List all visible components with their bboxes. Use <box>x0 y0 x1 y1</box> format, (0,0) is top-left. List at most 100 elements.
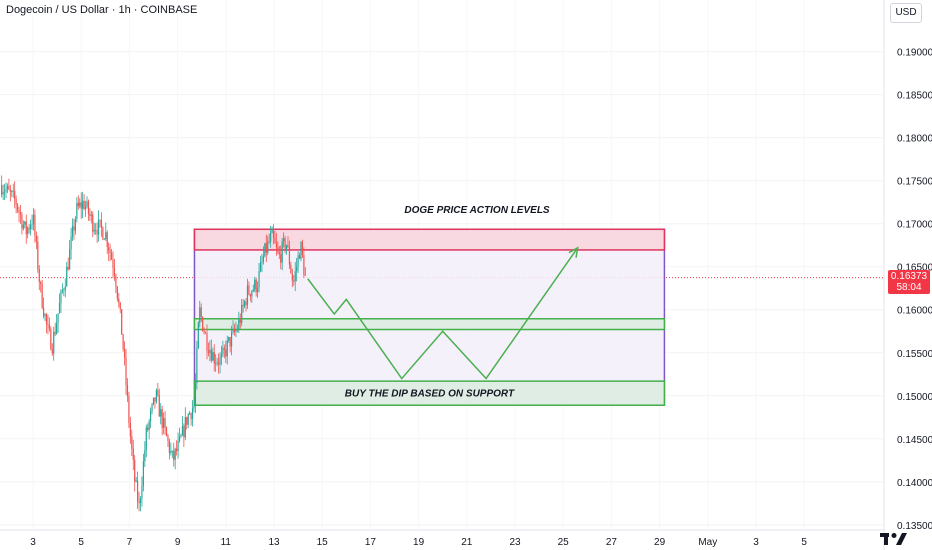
candle-body <box>177 440 179 452</box>
candle-body <box>11 191 13 192</box>
candle-body <box>15 198 17 205</box>
top-annotation-label: DOGE PRICE ACTION LEVELS <box>404 205 550 216</box>
candle-body <box>29 225 32 230</box>
candle-body <box>158 395 160 417</box>
candle-body <box>136 480 139 502</box>
candle-body <box>163 418 165 428</box>
candle-body <box>87 201 90 214</box>
projected-price-path[interactable] <box>307 247 579 380</box>
price-tick-label: 0.15000 <box>897 392 932 403</box>
candle-body <box>135 480 137 482</box>
candle-body <box>56 323 58 334</box>
time-tick-label: 13 <box>268 537 280 548</box>
time-tick-label: 23 <box>509 537 521 548</box>
candle-body <box>232 328 234 333</box>
candle-body <box>212 352 214 361</box>
candle-body <box>70 236 72 250</box>
tradingview-logo[interactable] <box>880 532 908 549</box>
candle-body <box>47 323 49 326</box>
candle-body <box>138 501 140 504</box>
time-tick-label: 27 <box>606 537 618 548</box>
candle-body <box>190 413 192 420</box>
candle-body <box>303 255 305 275</box>
candle-body <box>170 450 172 453</box>
candle-body <box>54 331 56 334</box>
candle-body <box>186 417 188 425</box>
candle-body <box>171 450 173 452</box>
candle-body <box>31 223 33 226</box>
candle-body <box>22 224 24 229</box>
candle-body <box>119 302 121 309</box>
candle-body <box>122 334 124 350</box>
candle-body <box>160 409 162 417</box>
candle-body <box>230 332 233 347</box>
candle-body <box>249 294 251 297</box>
candle-body <box>215 362 217 364</box>
time-tick-label: 11 <box>221 537 232 548</box>
time-tick-label: 7 <box>127 537 133 548</box>
candle-body <box>202 316 204 331</box>
candle-body <box>300 242 302 259</box>
time-tick-label: 19 <box>413 537 425 548</box>
candle-body <box>51 349 53 354</box>
candle-body <box>213 352 215 364</box>
resistance-zone[interactable] <box>193 228 666 251</box>
candle-body <box>222 347 224 355</box>
price-tick-label: 0.19000 <box>897 48 932 59</box>
candle-body <box>262 256 264 262</box>
candle-body <box>206 333 208 351</box>
candle-body <box>100 219 103 228</box>
candle-body <box>132 448 134 460</box>
candle-body <box>193 405 195 409</box>
currency-selector-button[interactable]: USD <box>890 3 922 23</box>
candle-body <box>97 219 100 235</box>
price-tick-label: 0.18000 <box>897 134 932 145</box>
time-tick-label: 15 <box>317 537 329 548</box>
candle-body <box>223 347 225 350</box>
candle-body <box>45 314 48 324</box>
candle-body <box>265 243 267 253</box>
candle-body <box>84 206 87 209</box>
candle-body <box>139 498 142 504</box>
candle-body <box>176 448 178 452</box>
candle-body <box>173 450 175 460</box>
candle-body <box>174 448 176 460</box>
candle-body <box>291 273 293 281</box>
price-tick-label: 0.14500 <box>897 435 932 446</box>
candle-body <box>95 230 97 231</box>
candle-body <box>183 425 185 438</box>
time-tick-label: 17 <box>365 537 377 548</box>
candle-body <box>284 238 286 249</box>
candle-body <box>37 241 39 270</box>
candle-body <box>69 249 71 270</box>
candle-body <box>103 239 105 240</box>
candle-body <box>106 232 108 247</box>
candle-body <box>293 280 295 282</box>
candle-body <box>210 349 212 361</box>
candle-body <box>38 269 40 282</box>
candle-body <box>71 226 74 237</box>
last-price-value: 0.16373 <box>890 271 928 282</box>
candle-body <box>1 184 3 195</box>
candle-body <box>147 427 149 430</box>
mid-support-zone[interactable] <box>193 318 666 331</box>
price-tick-label: 0.17500 <box>897 177 932 188</box>
candle-body <box>220 354 223 358</box>
candle-body <box>24 221 26 225</box>
candle-body <box>254 279 256 290</box>
price-action-range-zone[interactable] <box>193 228 666 406</box>
time-tick-label: 29 <box>654 537 666 548</box>
time-tick-label: 3 <box>753 537 759 548</box>
candle-body <box>255 279 257 292</box>
candle-body <box>283 238 285 242</box>
candle-body <box>261 261 263 263</box>
candle-body <box>73 226 75 231</box>
candle-body <box>109 250 111 254</box>
candle-body <box>43 307 45 317</box>
candle-body <box>196 348 198 384</box>
support-zone[interactable] <box>193 380 666 406</box>
candle-body <box>14 190 16 199</box>
candle-body <box>246 285 249 305</box>
